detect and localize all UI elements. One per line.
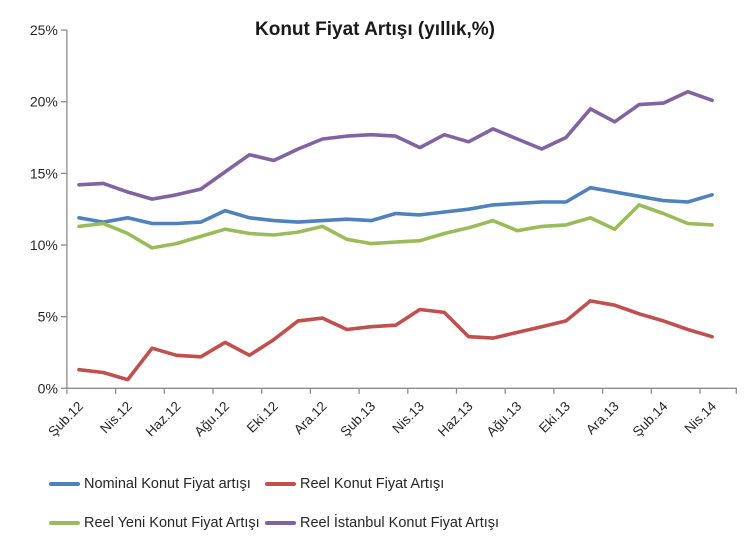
- legend-item-reel-yeni: Reel Yeni Konut Fiyat Artışı: [49, 514, 260, 532]
- series-line-reel: [77, 299, 714, 382]
- y-tick-label: 5%: [38, 309, 58, 325]
- chart-title: Konut Fiyat Artışı (yıllık,%): [255, 19, 495, 40]
- legend-item-reel-istanbul: Reel İstanbul Konut Fiyat Artışı: [265, 514, 499, 532]
- x-tick-label: Nis.14: [682, 398, 720, 436]
- x-tick-label: Şub.13: [337, 399, 378, 440]
- legend-label-nominal: Nominal Konut Fiyat artışı: [84, 476, 251, 492]
- x-tick-label: Haz.12: [143, 399, 184, 440]
- x-tick-label: Şub.14: [630, 398, 671, 439]
- legend-swatch-reel-istanbul: [265, 521, 296, 525]
- series-line-reel-yeni: [77, 203, 714, 250]
- legend-item-reel: Reel Konut Fiyat Artışı: [265, 475, 444, 493]
- x-tick-label: Ara.13: [583, 399, 622, 438]
- y-tick-label: 20%: [30, 94, 58, 110]
- legend-item-nominal: Nominal Konut Fiyat artışı: [49, 475, 251, 493]
- x-tick-label: Haz.13: [435, 399, 476, 440]
- x-tick-label: Eki.13: [536, 399, 573, 436]
- x-tick-label: Şub.12: [45, 399, 86, 440]
- y-tick-label: 0%: [38, 380, 58, 396]
- y-tick-label: 10%: [30, 237, 58, 253]
- legend-label-reel: Reel Konut Fiyat Artışı: [300, 476, 445, 492]
- legend-swatch-reel: [265, 482, 296, 486]
- legend-swatch-nominal: [49, 482, 80, 486]
- x-tick-label: Nis.12: [97, 399, 135, 437]
- y-tick-label: 15%: [30, 165, 58, 181]
- legend-swatch-reel-yeni: [49, 521, 80, 525]
- legend-label-reel-yeni: Reel Yeni Konut Fiyat Artışı: [84, 515, 260, 531]
- series-line-reel-istanbul: [77, 89, 714, 201]
- x-tick-label: Ağu.12: [191, 399, 232, 440]
- x-tick-label: Ara.12: [291, 399, 330, 438]
- series-line-nominal: [77, 185, 714, 226]
- legend-label-reel-istanbul: Reel İstanbul Konut Fiyat Artışı: [300, 515, 500, 531]
- x-tick-label: Ağu.13: [484, 399, 525, 440]
- x-tick-label: Eki.12: [244, 399, 281, 436]
- y-tick-label: 25%: [30, 22, 58, 38]
- x-tick-label: Nis.13: [389, 399, 427, 437]
